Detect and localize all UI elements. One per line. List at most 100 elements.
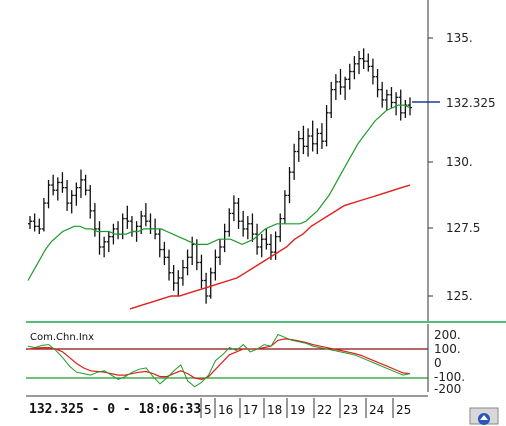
- price-bar: [37, 218, 42, 235]
- price-bar: [190, 236, 195, 266]
- price-bar: [60, 172, 65, 193]
- ma-short-line: [27, 104, 411, 281]
- price-bar: [268, 234, 273, 260]
- price-bar: [403, 99, 408, 118]
- price-bar: [245, 216, 250, 240]
- price-bar: [65, 179, 70, 211]
- price-bar: [315, 128, 320, 155]
- price-bar: [370, 58, 375, 85]
- price-bar: [97, 221, 102, 255]
- price-bar: [347, 63, 352, 90]
- price-bar: [241, 210, 246, 237]
- price-bar: [129, 216, 134, 237]
- osc-main-line: [27, 333, 411, 388]
- date-label: 24: [369, 403, 384, 417]
- date-label: 18: [267, 403, 282, 417]
- date-labels: 5 16 17 18 19 22 23 24 25: [200, 398, 411, 418]
- price-bar: [218, 239, 222, 266]
- price-bar: [69, 190, 74, 214]
- date-label: 22: [317, 403, 332, 417]
- price-tick-label: 130.: [446, 155, 473, 169]
- date-label: 19: [290, 403, 305, 417]
- price-panel: [27, 48, 412, 310]
- price-bar: [366, 53, 371, 72]
- price-bar: [106, 231, 111, 253]
- osc-tick-label: 0: [434, 356, 442, 370]
- price-bar: [185, 249, 190, 276]
- price-bar: [32, 213, 37, 232]
- price-bar: [171, 265, 176, 291]
- price-bar: [394, 92, 399, 116]
- price-axis: 135. 130. 127.5 125. 132.325: [412, 0, 496, 322]
- price-bar: [208, 267, 213, 299]
- price-bar: [148, 213, 153, 235]
- price-bar: [389, 87, 394, 108]
- date-label: 23: [343, 403, 358, 417]
- price-bar: [375, 68, 380, 98]
- price-bar: [222, 223, 227, 253]
- navigator-button[interactable]: [469, 407, 499, 425]
- price-bar: [310, 120, 315, 152]
- price-bar: [213, 249, 218, 281]
- price-bar: [343, 76, 348, 100]
- oscillator-panel: Com.Chn.Inx 200. 100. 0 -100. -200: [26, 324, 465, 396]
- price-bar: [120, 213, 125, 240]
- price-bar: [259, 234, 264, 258]
- date-label: 25: [396, 403, 411, 417]
- price-bar: [380, 81, 385, 108]
- price-bar: [180, 259, 185, 286]
- price-bar: [361, 48, 366, 69]
- price-bar: [176, 270, 181, 296]
- osc-tick-label: 200.: [434, 328, 461, 342]
- osc-tick-label: -100.: [434, 370, 465, 384]
- price-bar: [292, 143, 297, 180]
- price-bars: [28, 48, 412, 304]
- ma-long-line: [129, 184, 411, 310]
- price-bar: [301, 125, 306, 155]
- price-bar: [88, 185, 93, 219]
- osc-tick-label: 100.: [434, 342, 461, 356]
- price-bar: [333, 74, 338, 100]
- date-label: 5: [204, 403, 212, 417]
- price-bar: [273, 231, 278, 260]
- price-bar: [282, 190, 287, 224]
- price-bar: [102, 236, 107, 258]
- price-bar: [231, 195, 236, 222]
- price-bar: [55, 177, 60, 201]
- price-bar: [338, 68, 343, 95]
- price-bar: [41, 197, 46, 232]
- price-bar: [116, 221, 121, 240]
- date-axis: 132.325 - 0 - 18:06:33 5 16 17 18 19 22 23 24 25: [26, 395, 428, 418]
- osc-signal-line: [27, 338, 411, 381]
- price-bar: [408, 97, 412, 116]
- price-tick-label: 127.5: [446, 221, 480, 235]
- price-bar: [143, 203, 148, 227]
- navigator-icon-arrow: [480, 415, 488, 420]
- date-label: 16: [218, 403, 233, 417]
- price-bar: [264, 228, 269, 250]
- price-bar: [352, 56, 357, 80]
- price-bar: [287, 167, 292, 204]
- price-bar: [162, 241, 167, 266]
- price-bar: [319, 123, 324, 149]
- oscillator-title: Com.Chn.Inx: [30, 332, 94, 343]
- price-bar: [227, 208, 232, 237]
- price-bar: [199, 254, 204, 289]
- price-bar: [306, 128, 311, 157]
- date-label: 17: [243, 403, 258, 417]
- price-bar: [357, 50, 362, 75]
- price-bar: [324, 105, 329, 147]
- price-bar: [74, 182, 79, 206]
- current-price-label: 132.325: [446, 96, 496, 110]
- price-bar: [78, 169, 83, 198]
- price-bar: [167, 249, 172, 281]
- price-bar: [83, 174, 88, 196]
- price-bar: [51, 174, 56, 196]
- status-readout: 132.325 - 0 - 18:06:33: [29, 402, 201, 417]
- osc-tick-label: -200: [434, 382, 461, 396]
- price-bar: [278, 213, 283, 242]
- price-bar: [255, 223, 260, 255]
- price-bar: [92, 203, 97, 237]
- price-bar: [28, 216, 32, 229]
- price-bar: [157, 228, 162, 258]
